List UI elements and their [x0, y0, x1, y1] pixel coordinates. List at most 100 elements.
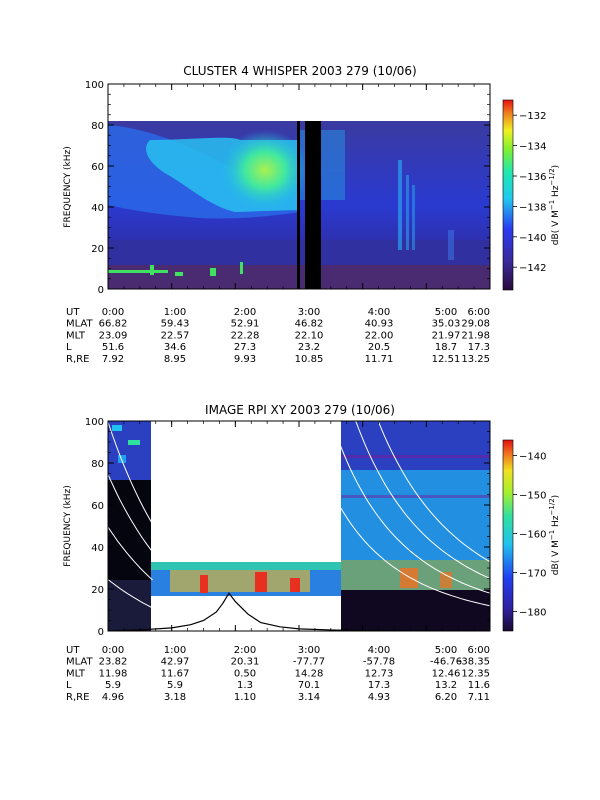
- ephemeris-label: L: [66, 680, 72, 691]
- colorbar-tick-label: −150: [519, 491, 546, 502]
- ephemeris-value: 2:00: [234, 307, 256, 318]
- ephemeris-value: 22.57: [161, 330, 190, 341]
- right-block-stripe: [341, 455, 490, 458]
- cutoff-curve-late: [355, 421, 490, 579]
- streak-4: [448, 230, 454, 260]
- cutoff-curve-late: [377, 421, 490, 563]
- ephemeris-value: 34.6: [164, 342, 186, 353]
- panel-1-spectrogram: [108, 121, 490, 289]
- y-tick-label: 60: [91, 501, 104, 512]
- ephemeris-value: 11.6: [468, 680, 490, 691]
- speckle-1: [108, 270, 168, 273]
- ephemeris-label: L: [66, 342, 72, 353]
- y-tick-label: 0: [98, 627, 104, 638]
- ephemeris-value: 1.3: [237, 680, 253, 691]
- right-block-red: [400, 568, 418, 588]
- panel-2-colorbar-ticks: −140 −150 −160 −170 −180: [513, 452, 546, 619]
- ephemeris-label: MLT: [66, 330, 86, 341]
- ephemeris-value: -38.35: [458, 657, 490, 668]
- panel-2-x-axis: [107, 421, 491, 631]
- ephemeris-value: 12.46: [432, 668, 461, 679]
- ephemeris-value: 1:00: [164, 307, 186, 318]
- ephemeris-value: 3:00: [298, 307, 320, 318]
- ephemeris-label: MLAT: [66, 657, 93, 668]
- panel-2-curves: [108, 421, 490, 631]
- y-tick-label: 100: [85, 417, 104, 428]
- right-block-stripe-2: [341, 495, 490, 498]
- ephemeris-value: 18.7: [435, 342, 457, 353]
- cutoff-curve-late: [336, 437, 490, 594]
- left-block-texture-2: [128, 440, 140, 445]
- ephemeris-value: 0:00: [102, 645, 124, 656]
- ephemeris-value: 0:00: [102, 307, 124, 318]
- speckle-4: [240, 262, 243, 274]
- ephemeris-value: 21.98: [461, 330, 490, 341]
- middle-band-red-1: [200, 575, 208, 593]
- panel-2-y-axis: 0 20 40 60 80 100: [85, 417, 490, 638]
- ephemeris-value: 17.3: [368, 680, 390, 691]
- ephemeris-value: 4.96: [102, 692, 124, 703]
- colorbar-tick-label: −132: [519, 111, 546, 122]
- panel-1-ephemeris: UT 0:00 1:00 2:00 3:00 4:00 5:00 6:00 MLAT 66.82 5…: [66, 307, 490, 365]
- streak-2: [406, 175, 409, 250]
- ephemeris-value: 20.31: [231, 657, 260, 668]
- ephemeris-value: 40.93: [365, 319, 394, 330]
- ephemeris-value: 5:00: [435, 645, 457, 656]
- ephemeris-value: 12.51: [432, 354, 461, 365]
- ephemeris-value: 11.67: [161, 668, 190, 679]
- ephemeris-value: 42.97: [161, 657, 190, 668]
- plasma-frequency-curve: [108, 592, 490, 631]
- left-block-dark: [108, 480, 151, 580]
- ephemeris-label: MLAT: [66, 319, 93, 330]
- right-block-red-2: [440, 572, 452, 588]
- panel-2-title: IMAGE RPI XY 2003 279 (10/06): [205, 403, 395, 417]
- cutoff-curve-late: [336, 501, 490, 607]
- panel-2: IMAGE RPI XY 2003 279 (10/06): [63, 403, 561, 703]
- speckle-3: [210, 268, 216, 276]
- right-block-dark: [341, 590, 490, 631]
- ephemeris-value: 4:00: [368, 645, 390, 656]
- colorbar-tick-label: −140: [519, 233, 546, 244]
- ephemeris-value: 1:00: [164, 645, 186, 656]
- ephemeris-value: 1.10: [234, 692, 256, 703]
- panel-1-colorbar-ticks: −132 −134 −136 −138 −140 −142: [513, 111, 546, 274]
- colorbar-tick-label: −138: [519, 202, 546, 213]
- panel-1-ylabel: FREQUENCY (kHz): [63, 146, 73, 227]
- ephemeris-value: 17.3: [468, 342, 490, 353]
- ephemeris-value: 35.03: [432, 319, 461, 330]
- colorbar-tick-label: −136: [519, 172, 546, 183]
- y-tick-label: 100: [85, 80, 104, 91]
- ephemeris-value: 66.82: [99, 319, 128, 330]
- ephemeris-value: 21.97: [432, 330, 461, 341]
- ephemeris-value: 23.2: [298, 342, 320, 353]
- ephemeris-value: 22.10: [295, 330, 324, 341]
- ephemeris-value: 5.9: [167, 680, 183, 691]
- ephemeris-label: UT: [66, 307, 80, 318]
- ephemeris-value: 10.85: [295, 354, 324, 365]
- panel-2-ylabel: FREQUENCY (kHz): [63, 485, 73, 566]
- panel-1-colorbar: [502, 99, 514, 291]
- colorbar-tick-label: −160: [519, 530, 546, 541]
- ephemeris-value: 20.5: [368, 342, 390, 353]
- y-tick-label: 40: [91, 203, 104, 214]
- colorbar-tick-label: −134: [519, 142, 546, 153]
- ephemeris-value: 3.14: [298, 692, 320, 703]
- panel-2-spectrogram: [108, 421, 490, 631]
- panel-1: CLUSTER 4 WHISPER 2003 279 (10/06): [63, 64, 561, 365]
- cutoff-curve-early: [108, 579, 153, 609]
- ephemeris-value: 11.98: [99, 668, 128, 679]
- ephemeris-value: 5.9: [105, 680, 121, 691]
- ephemeris-label: R,RE: [66, 692, 89, 703]
- colorbar-tick-label: −142: [519, 263, 546, 274]
- y-tick-label: 0: [98, 285, 104, 296]
- ephemeris-value: 52.91: [231, 319, 260, 330]
- middle-band-hot: [170, 570, 310, 592]
- ephemeris-value: 6.20: [435, 692, 457, 703]
- ephemeris-value: 29.08: [461, 319, 490, 330]
- ephemeris-value: 70.1: [298, 680, 320, 691]
- ephemeris-value: 6:00: [468, 307, 490, 318]
- ephemeris-value: 14.28: [295, 668, 324, 679]
- streak-3: [412, 185, 415, 250]
- left-block-texture: [112, 425, 122, 431]
